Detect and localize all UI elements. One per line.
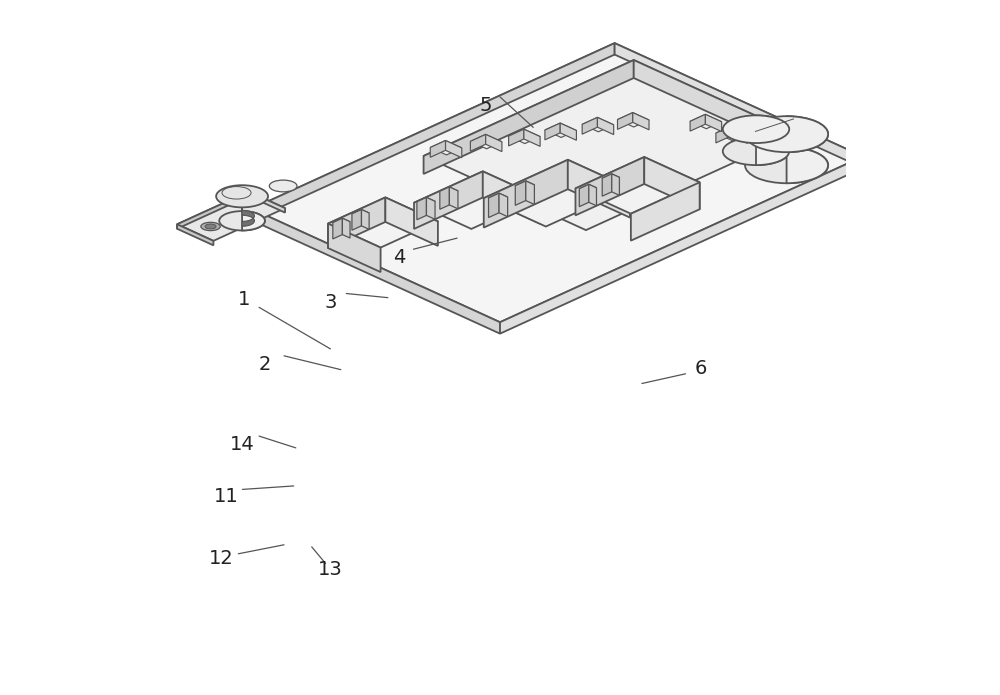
Ellipse shape <box>219 186 265 206</box>
Polygon shape <box>705 115 722 131</box>
Ellipse shape <box>745 116 828 152</box>
Text: 2: 2 <box>258 355 271 375</box>
Polygon shape <box>470 134 502 149</box>
Polygon shape <box>484 160 568 227</box>
Text: 6: 6 <box>695 359 707 378</box>
Polygon shape <box>177 224 213 245</box>
Polygon shape <box>252 43 615 220</box>
Polygon shape <box>414 172 540 229</box>
Polygon shape <box>385 197 438 246</box>
Polygon shape <box>446 140 462 158</box>
Polygon shape <box>582 117 597 134</box>
Polygon shape <box>589 184 596 206</box>
Polygon shape <box>500 156 863 334</box>
Polygon shape <box>417 197 435 206</box>
Polygon shape <box>484 160 630 227</box>
Polygon shape <box>426 197 435 220</box>
Ellipse shape <box>219 211 265 231</box>
Text: 13: 13 <box>318 559 343 578</box>
Polygon shape <box>489 193 508 202</box>
Polygon shape <box>252 208 500 334</box>
Polygon shape <box>440 187 449 209</box>
Polygon shape <box>470 134 486 152</box>
Text: 3: 3 <box>324 293 337 312</box>
Polygon shape <box>579 184 596 193</box>
Polygon shape <box>424 60 796 230</box>
Polygon shape <box>242 186 265 231</box>
Polygon shape <box>242 211 254 227</box>
Polygon shape <box>615 43 863 168</box>
Polygon shape <box>716 126 747 140</box>
Polygon shape <box>526 181 534 204</box>
Polygon shape <box>252 43 863 322</box>
Polygon shape <box>579 184 589 206</box>
Ellipse shape <box>205 224 216 229</box>
Polygon shape <box>333 218 350 226</box>
Polygon shape <box>568 160 630 218</box>
Polygon shape <box>249 192 285 213</box>
Ellipse shape <box>201 222 220 231</box>
Polygon shape <box>352 209 369 218</box>
Polygon shape <box>515 181 526 205</box>
Text: 12: 12 <box>209 549 234 568</box>
Ellipse shape <box>723 138 789 165</box>
Polygon shape <box>575 157 700 214</box>
Polygon shape <box>417 197 426 220</box>
Polygon shape <box>515 181 534 190</box>
Polygon shape <box>328 197 385 248</box>
Ellipse shape <box>745 147 828 183</box>
Text: 4: 4 <box>393 248 406 267</box>
Polygon shape <box>602 174 619 181</box>
Polygon shape <box>499 193 508 217</box>
Polygon shape <box>489 193 499 218</box>
Polygon shape <box>509 129 524 146</box>
Polygon shape <box>524 129 540 147</box>
Polygon shape <box>575 157 644 215</box>
Polygon shape <box>560 123 576 140</box>
Text: 5: 5 <box>480 96 492 115</box>
Polygon shape <box>602 174 612 196</box>
Polygon shape <box>633 113 649 130</box>
Polygon shape <box>612 174 619 195</box>
Polygon shape <box>756 115 789 165</box>
Polygon shape <box>177 192 285 241</box>
Polygon shape <box>644 157 700 209</box>
Ellipse shape <box>216 185 268 207</box>
Polygon shape <box>787 116 828 183</box>
Polygon shape <box>509 129 540 144</box>
Polygon shape <box>424 60 634 174</box>
Polygon shape <box>545 123 560 140</box>
Polygon shape <box>328 197 438 247</box>
Polygon shape <box>352 209 361 230</box>
Polygon shape <box>430 140 462 155</box>
Ellipse shape <box>723 115 789 143</box>
Polygon shape <box>731 126 747 143</box>
Polygon shape <box>342 218 350 238</box>
Polygon shape <box>690 115 722 129</box>
Polygon shape <box>177 192 249 229</box>
Polygon shape <box>582 117 614 132</box>
Polygon shape <box>690 115 705 131</box>
Polygon shape <box>486 134 502 152</box>
Polygon shape <box>634 60 796 152</box>
Polygon shape <box>430 140 446 157</box>
Text: 11: 11 <box>214 486 239 506</box>
Ellipse shape <box>269 180 297 192</box>
Polygon shape <box>449 187 458 208</box>
Polygon shape <box>483 172 540 224</box>
Polygon shape <box>328 224 381 272</box>
Text: 1: 1 <box>238 290 250 309</box>
Polygon shape <box>545 123 576 138</box>
Polygon shape <box>414 172 483 229</box>
Polygon shape <box>716 126 731 143</box>
Polygon shape <box>333 218 342 239</box>
Polygon shape <box>617 113 649 127</box>
Text: 14: 14 <box>230 435 255 454</box>
Polygon shape <box>597 117 614 135</box>
Polygon shape <box>617 113 633 129</box>
Polygon shape <box>631 182 700 240</box>
Polygon shape <box>361 209 369 229</box>
Polygon shape <box>440 187 458 195</box>
